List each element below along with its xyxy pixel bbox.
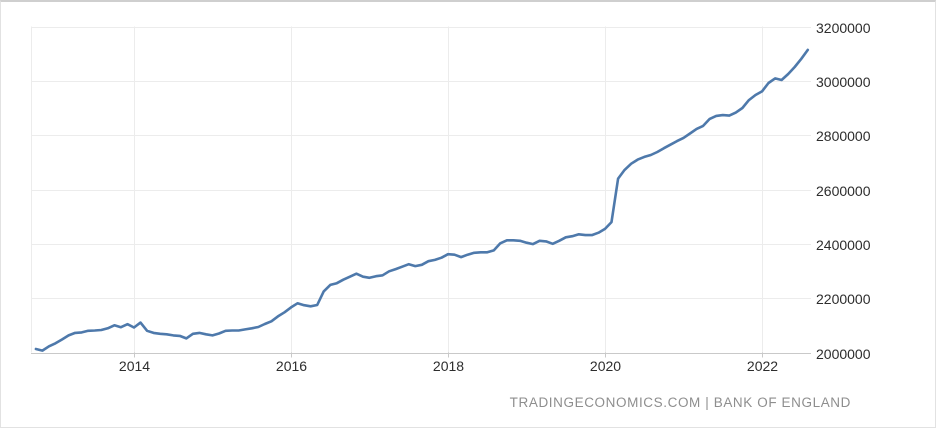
y-axis-tick-label: 2000000 <box>816 345 871 362</box>
x-axis-tick-label: 2014 <box>118 358 151 374</box>
x-axis-tick-label: 2018 <box>432 358 465 374</box>
y-axis-tick-label: 2400000 <box>816 236 871 253</box>
series-line[interactable] <box>34 48 810 352</box>
y-axis-tick-label: 3000000 <box>816 73 871 90</box>
source-attribution: TRADINGECONOMICS.COM | BANK OF ENGLAND <box>509 395 851 410</box>
y-axis-tick-label: 2800000 <box>816 127 871 144</box>
y-axis-tick-label: 2200000 <box>816 290 871 307</box>
y-axis-tick-label: 2600000 <box>816 182 871 199</box>
x-axis-tick-label: 2022 <box>746 358 779 374</box>
x-axis-tick-label: 2020 <box>589 358 622 374</box>
y-axis-tick-label: 3200000 <box>816 19 871 36</box>
x-axis-tick-label: 2016 <box>275 358 308 374</box>
